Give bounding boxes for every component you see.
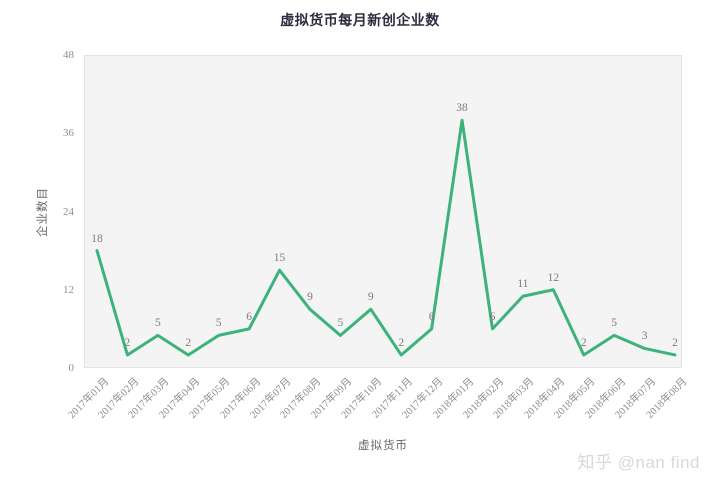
- data-point-label: 6: [489, 310, 496, 323]
- data-point-label: 5: [154, 317, 161, 330]
- data-point-label: 18: [91, 232, 103, 245]
- watermark-text: 知乎 @nan find: [577, 453, 700, 472]
- chart-title: 虚拟货币每月新创企业数: [280, 14, 440, 29]
- data-point-label: 9: [367, 291, 374, 304]
- data-point-label: 3: [641, 330, 648, 343]
- y-axis-tick-label: 12: [63, 283, 74, 296]
- data-point-label: 15: [273, 252, 286, 265]
- y-axis-tick-label: 36: [63, 127, 74, 140]
- data-point-label: 5: [215, 317, 222, 330]
- data-point-label: 2: [124, 336, 131, 349]
- data-point-label: 2: [672, 336, 678, 349]
- data-point-label: 2: [185, 336, 192, 349]
- data-point-label: 6: [246, 310, 252, 323]
- data-point-label: 5: [337, 317, 344, 330]
- data-point-label: 12: [547, 271, 560, 284]
- data-point-label: 2: [580, 336, 587, 349]
- y-axis-title: 企业数目: [37, 187, 49, 237]
- data-point-label: 5: [611, 317, 618, 330]
- y-axis-tick-label: 0: [68, 362, 75, 374]
- data-point-label: 11: [517, 278, 529, 291]
- data-point-label: 2: [398, 336, 405, 349]
- y-axis-tick-label: 24: [63, 205, 74, 218]
- data-point-label: 9: [307, 291, 313, 304]
- y-axis-tick-label: 48: [63, 49, 74, 61]
- data-point-label: 38: [456, 102, 468, 115]
- x-axis-title: 虚拟货币: [358, 440, 408, 452]
- data-point-label: 6: [428, 310, 435, 323]
